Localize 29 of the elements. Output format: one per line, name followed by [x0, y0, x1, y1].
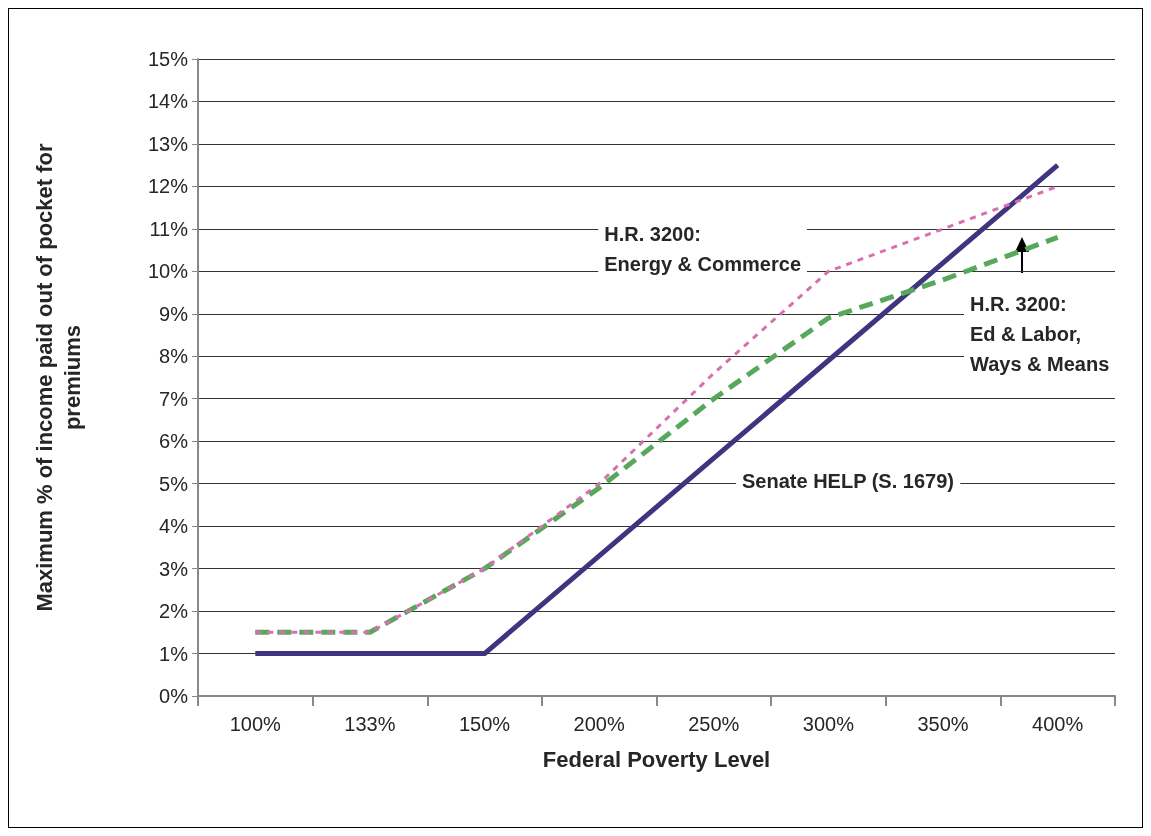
y-tick-label: 5% — [159, 472, 189, 495]
y-tick-label: 8% — [159, 345, 189, 368]
y-tick-label: 3% — [159, 557, 189, 580]
y-tick-label: 9% — [159, 302, 189, 325]
y-tick-label: 12% — [147, 175, 189, 198]
x-tick-label: 133% — [344, 713, 396, 735]
x-tick-label: 200% — [573, 713, 625, 735]
y-tick-label: 1% — [159, 642, 189, 665]
x-tick-label: 250% — [688, 713, 740, 735]
y-tick-label: 2% — [159, 600, 189, 623]
series-label: Senate HELP (S. 1679) — [742, 470, 954, 492]
x-tick-label: 100% — [229, 713, 282, 735]
x-tick-label: 400% — [1032, 713, 1084, 735]
x-axis-title: Federal Poverty Level — [542, 746, 771, 772]
x-tick-label: 150% — [458, 713, 511, 735]
y-tick-label: 0% — [159, 685, 189, 707]
y-tick-label: 13% — [147, 132, 189, 155]
y-tick-label: 6% — [159, 430, 189, 453]
x-tick-label: 350% — [917, 713, 969, 735]
y-axis-title: Maximum % of income paid out of pocket for premiums — [31, 143, 85, 612]
y-tick-label: 7% — [159, 387, 189, 410]
series-label: H.R. 3200: Energy & Commerce — [604, 223, 802, 275]
x-tick-label: 300% — [802, 713, 855, 735]
y-tick-label: 15% — [147, 48, 189, 70]
y-tick-label: 14% — [147, 90, 189, 113]
series-label: H.R. 3200: Ed & Labor, Ways & Means — [970, 293, 1110, 375]
y-tick-label: 4% — [159, 515, 189, 538]
y-tick-label: 11% — [149, 217, 189, 240]
y-tick-label: 10% — [147, 260, 189, 283]
